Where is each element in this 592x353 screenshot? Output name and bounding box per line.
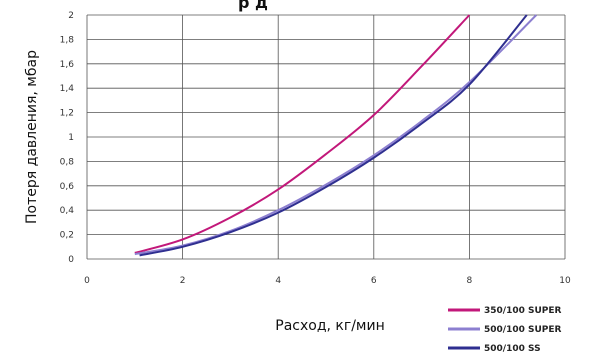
x-tick-label: 6 — [371, 276, 377, 286]
legend-label: 500/100 SS — [484, 344, 541, 353]
y-tick-label: 1,6 — [60, 60, 75, 70]
x-tick-label: 0 — [84, 276, 90, 286]
x-tick-label: 2 — [180, 276, 186, 286]
y-tick-label: 1,8 — [60, 35, 75, 45]
y-axis-label: Потеря давления, мбар — [24, 50, 40, 224]
y-tick-label: 1 — [68, 133, 74, 143]
y-tick-label: 1,2 — [60, 109, 74, 119]
y-tick-label: 0,2 — [60, 231, 74, 241]
x-tick-label: 10 — [559, 276, 571, 286]
legend: 350/100 SUPER 500/100 SUPER 500/100 SS — [448, 306, 562, 353]
legend-label: 500/100 SUPER — [484, 325, 562, 335]
series-line-1 — [134, 14, 471, 254]
y-tick-label: 0,6 — [60, 182, 75, 192]
y-tick-label: 0 — [68, 255, 74, 265]
x-tick-label: 4 — [275, 276, 281, 286]
series-line-2 — [134, 14, 538, 256]
grid — [86, 14, 566, 260]
title-fragment: р д — [238, 0, 268, 12]
x-tick-label: 8 — [467, 276, 473, 286]
chart-title-fragment: р д — [238, 0, 268, 12]
y-tick-label: 0,4 — [60, 206, 75, 216]
y-tick-labels: 0 0,2 0,4 0,6 0,8 1 1,2 1,4 1,6 1,8 2 — [60, 11, 75, 265]
series-lines — [134, 14, 538, 257]
series-line-3 — [139, 14, 528, 257]
legend-label: 350/100 SUPER — [484, 306, 562, 316]
y-tick-label: 1,4 — [60, 84, 75, 94]
x-axis-label: Расход, кг/мин — [275, 318, 385, 334]
y-tick-label: 0,8 — [60, 157, 75, 167]
y-tick-label: 2 — [68, 11, 74, 21]
x-tick-labels: 0 2 4 6 8 10 — [84, 276, 571, 286]
